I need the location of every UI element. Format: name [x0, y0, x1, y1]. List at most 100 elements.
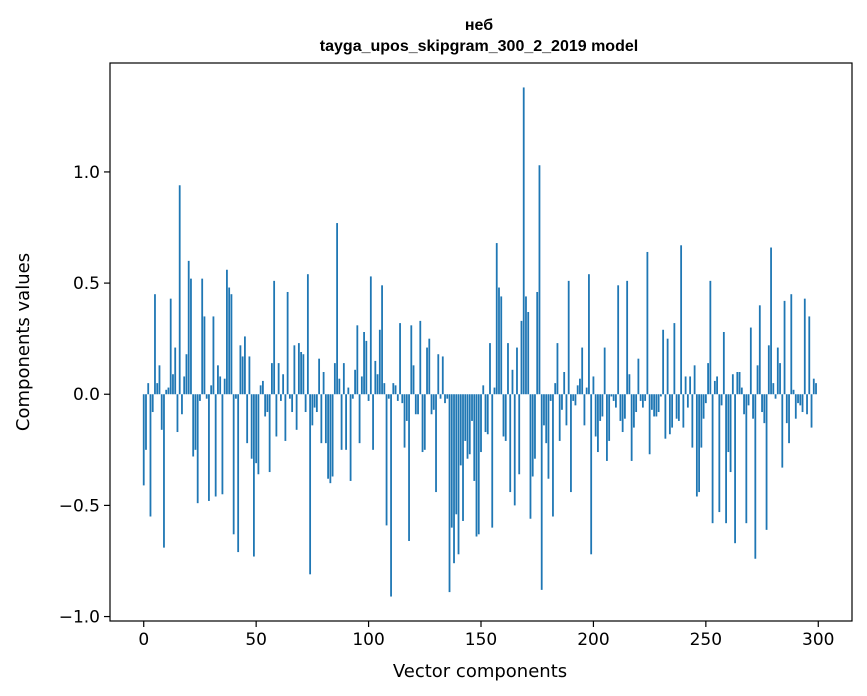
bar — [554, 383, 557, 395]
bar — [174, 347, 177, 395]
chart-title: неб — [465, 17, 493, 34]
bar — [203, 316, 206, 395]
bar — [385, 394, 388, 526]
bar — [567, 280, 570, 395]
bar — [574, 394, 577, 406]
bar — [776, 347, 779, 395]
bar — [248, 356, 251, 395]
bar — [223, 378, 226, 395]
bar — [205, 394, 208, 399]
bar — [356, 325, 359, 395]
bar — [154, 294, 156, 395]
bar — [779, 363, 781, 395]
bar — [421, 394, 424, 453]
bar — [273, 280, 276, 395]
bar — [414, 394, 417, 415]
bar — [754, 394, 757, 559]
bar — [288, 394, 291, 399]
bar — [563, 372, 566, 395]
bar — [781, 394, 784, 468]
bar — [318, 358, 321, 395]
bars-group — [142, 87, 817, 597]
bar — [306, 274, 309, 395]
bar — [810, 394, 813, 428]
bar — [441, 356, 444, 395]
bar — [381, 285, 383, 395]
bar — [608, 394, 611, 441]
bar — [360, 376, 363, 395]
bar — [612, 394, 615, 401]
bar — [297, 343, 300, 395]
bar — [500, 296, 503, 395]
bar — [745, 394, 748, 524]
bar — [295, 394, 298, 430]
bar — [704, 394, 707, 404]
bar — [448, 394, 451, 593]
bar — [464, 394, 467, 441]
bar — [331, 394, 334, 477]
bar — [394, 385, 397, 395]
bar — [666, 338, 669, 395]
bar — [729, 394, 732, 473]
bar — [363, 332, 365, 395]
bar — [486, 394, 489, 435]
bar — [176, 394, 179, 433]
x-tick-label: 100 — [352, 630, 384, 650]
bar — [419, 320, 422, 395]
bar — [446, 394, 449, 399]
bar — [392, 383, 395, 395]
bar — [529, 394, 532, 519]
bar — [799, 394, 802, 406]
bar — [772, 383, 775, 395]
bar — [610, 394, 613, 397]
bar — [408, 394, 410, 541]
bar — [603, 347, 606, 395]
bar — [365, 340, 368, 395]
bar — [646, 251, 649, 395]
bar — [691, 394, 694, 448]
bar — [576, 385, 579, 395]
bar — [520, 320, 523, 395]
bar — [376, 374, 379, 395]
bar — [495, 243, 498, 395]
y-axis-label: Components values — [13, 253, 34, 431]
bar — [758, 305, 761, 395]
bar — [471, 394, 473, 421]
bar — [457, 394, 460, 555]
bar — [740, 387, 743, 395]
bar — [439, 394, 442, 399]
bar — [482, 385, 485, 395]
bar — [291, 394, 294, 413]
bar — [347, 387, 350, 395]
bar — [396, 394, 399, 401]
bar — [210, 385, 213, 395]
bar — [315, 394, 318, 413]
bar — [644, 394, 647, 401]
bar — [504, 394, 507, 441]
bar — [417, 394, 419, 415]
bar — [538, 165, 541, 395]
bar — [815, 383, 817, 395]
bar — [336, 223, 338, 395]
bar — [513, 394, 516, 506]
bar — [354, 369, 356, 395]
bar — [345, 394, 347, 450]
bar — [657, 394, 660, 413]
bar — [178, 185, 181, 395]
bar — [592, 376, 595, 395]
bar — [399, 323, 401, 395]
bar — [320, 394, 323, 444]
bar — [405, 394, 408, 421]
bar — [160, 394, 163, 430]
bar — [711, 394, 714, 524]
bar — [650, 394, 653, 410]
bar — [190, 278, 192, 395]
bar — [300, 352, 303, 395]
bar — [707, 363, 709, 395]
bar — [286, 291, 289, 395]
bar — [226, 269, 228, 395]
bar — [259, 385, 262, 395]
bar — [516, 347, 518, 395]
bar — [244, 336, 246, 395]
bar — [709, 280, 712, 395]
